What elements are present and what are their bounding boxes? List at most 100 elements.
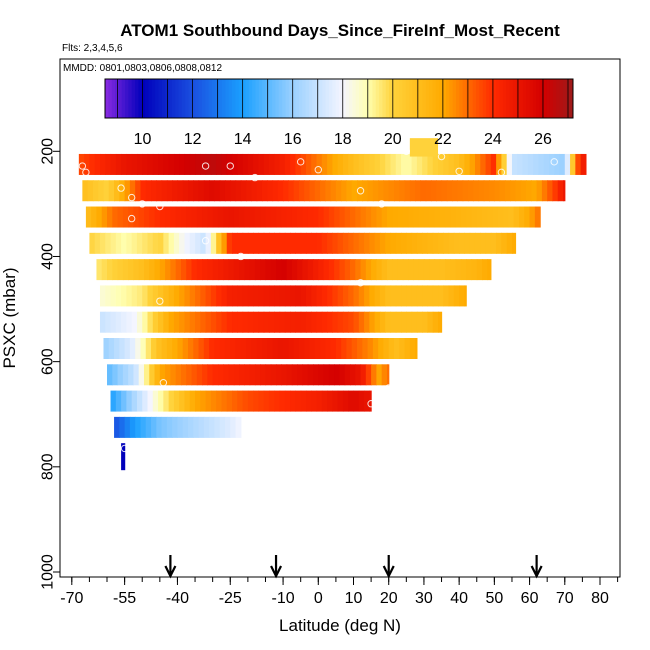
heatmap-cell (158, 232, 164, 254)
heatmap-cell (179, 232, 186, 254)
colorbar-swatch (462, 79, 467, 118)
heatmap-cell (353, 285, 360, 307)
heatmap-cell (524, 206, 531, 228)
heatmap-cell (300, 232, 307, 254)
sample-marker (156, 297, 164, 305)
colorbar-swatch (111, 79, 116, 118)
heatmap-cell (309, 338, 316, 359)
heatmap-cell (339, 259, 346, 281)
colorbar-swatch (185, 79, 190, 118)
colorbar-swatch (141, 79, 146, 118)
sample-marker (314, 166, 322, 174)
heatmap-cell (232, 153, 238, 175)
heatmap-cell (392, 259, 399, 281)
colorbar-swatch (201, 79, 206, 118)
heatmap-cell (531, 180, 538, 202)
colorbar-frame (104, 78, 574, 119)
heatmap-cell (154, 206, 161, 228)
heatmap-cell (210, 153, 217, 175)
colorbar-swatch (539, 79, 544, 118)
heatmap-cell (99, 232, 106, 254)
heatmap-cell (179, 153, 186, 175)
heatmap-cell (172, 338, 179, 359)
heatmap-cell (284, 311, 291, 333)
heatmap-cell (332, 390, 339, 412)
heatmap-cell (328, 206, 335, 228)
heatmap-cell (506, 153, 513, 175)
heatmap-cell (325, 338, 332, 359)
heatmap-cell (293, 338, 300, 359)
heatmap-cell (276, 259, 282, 281)
heatmap-cell (476, 259, 483, 281)
flight-arrow (164, 555, 177, 579)
heatmap-cell (448, 232, 455, 254)
heatmap-cell (438, 311, 443, 333)
heatmap-cell (467, 180, 474, 202)
colorbar-swatch (422, 79, 427, 118)
heatmap-cell (205, 390, 212, 412)
heatmap-cell (413, 259, 420, 281)
heatmap-cell (466, 206, 473, 228)
heatmap-cell (469, 232, 476, 254)
heatmap-cell (427, 153, 434, 175)
heatmap-cell (232, 311, 238, 333)
heatmap-cell (196, 364, 203, 386)
heatmap-cell (96, 206, 103, 228)
heatmap-cell (247, 285, 254, 307)
heatmap-cell (256, 338, 263, 359)
heatmap-cell (233, 206, 240, 228)
colorbar-swatch (118, 79, 123, 118)
heatmap-cell (367, 180, 374, 202)
heatmap-cell (533, 153, 539, 175)
colorbar-swatch (322, 79, 327, 118)
heatmap-cell (293, 180, 300, 202)
heatmap-cell (200, 153, 207, 175)
heatmap-cell (346, 338, 353, 359)
heatmap-cell (511, 153, 518, 175)
heatmap-cell (258, 153, 265, 175)
heatmap-cell (360, 364, 367, 386)
heatmap-cell (464, 153, 471, 175)
heatmap-cell (307, 206, 314, 228)
heatmap-cell (268, 153, 275, 175)
heatmap-cell (156, 416, 163, 438)
heatmap-cell (274, 311, 281, 333)
colorbar-swatch (105, 79, 109, 118)
colorbar-swatch (529, 79, 534, 118)
colorbar-swatch (482, 79, 487, 118)
heatmap-cell (180, 364, 187, 386)
heatmap-cell (217, 206, 224, 228)
heatmap-cell (286, 206, 293, 228)
x-tick-label: 50 (485, 590, 503, 607)
heatmap-cell (413, 206, 420, 228)
heatmap-cell (226, 390, 233, 412)
colorbar-tick-label: 18 (334, 131, 352, 148)
heatmap-cell (224, 338, 231, 359)
colorbar-swatch (168, 79, 173, 118)
heatmap-cell (122, 206, 129, 228)
heatmap-cell (283, 180, 289, 202)
heatmap-cell (313, 259, 319, 281)
colorbar-swatch (135, 79, 139, 118)
heatmap-cell (261, 180, 268, 202)
heatmap-cell (402, 206, 409, 228)
heatmap-cell (133, 364, 140, 386)
heatmap-cell (367, 338, 374, 359)
heatmap-cell (254, 259, 261, 281)
heatmap-cell (349, 259, 356, 281)
heatmap-cell (246, 180, 252, 202)
colorbar-swatch (285, 79, 290, 118)
heatmap-cell (575, 153, 582, 175)
x-axis-label: Latitude (deg N) (279, 616, 401, 635)
heatmap-cell (411, 311, 418, 333)
colorbar-swatch (242, 79, 246, 118)
colorbar-swatch (238, 79, 243, 118)
heatmap-cell (158, 153, 164, 175)
colorbar-swatch (556, 79, 561, 118)
heatmap-cell (300, 390, 307, 412)
heatmap-cell (323, 206, 330, 228)
heatmap-cell (193, 416, 200, 438)
heatmap-cell (268, 232, 275, 254)
heatmap-cell (422, 285, 429, 307)
